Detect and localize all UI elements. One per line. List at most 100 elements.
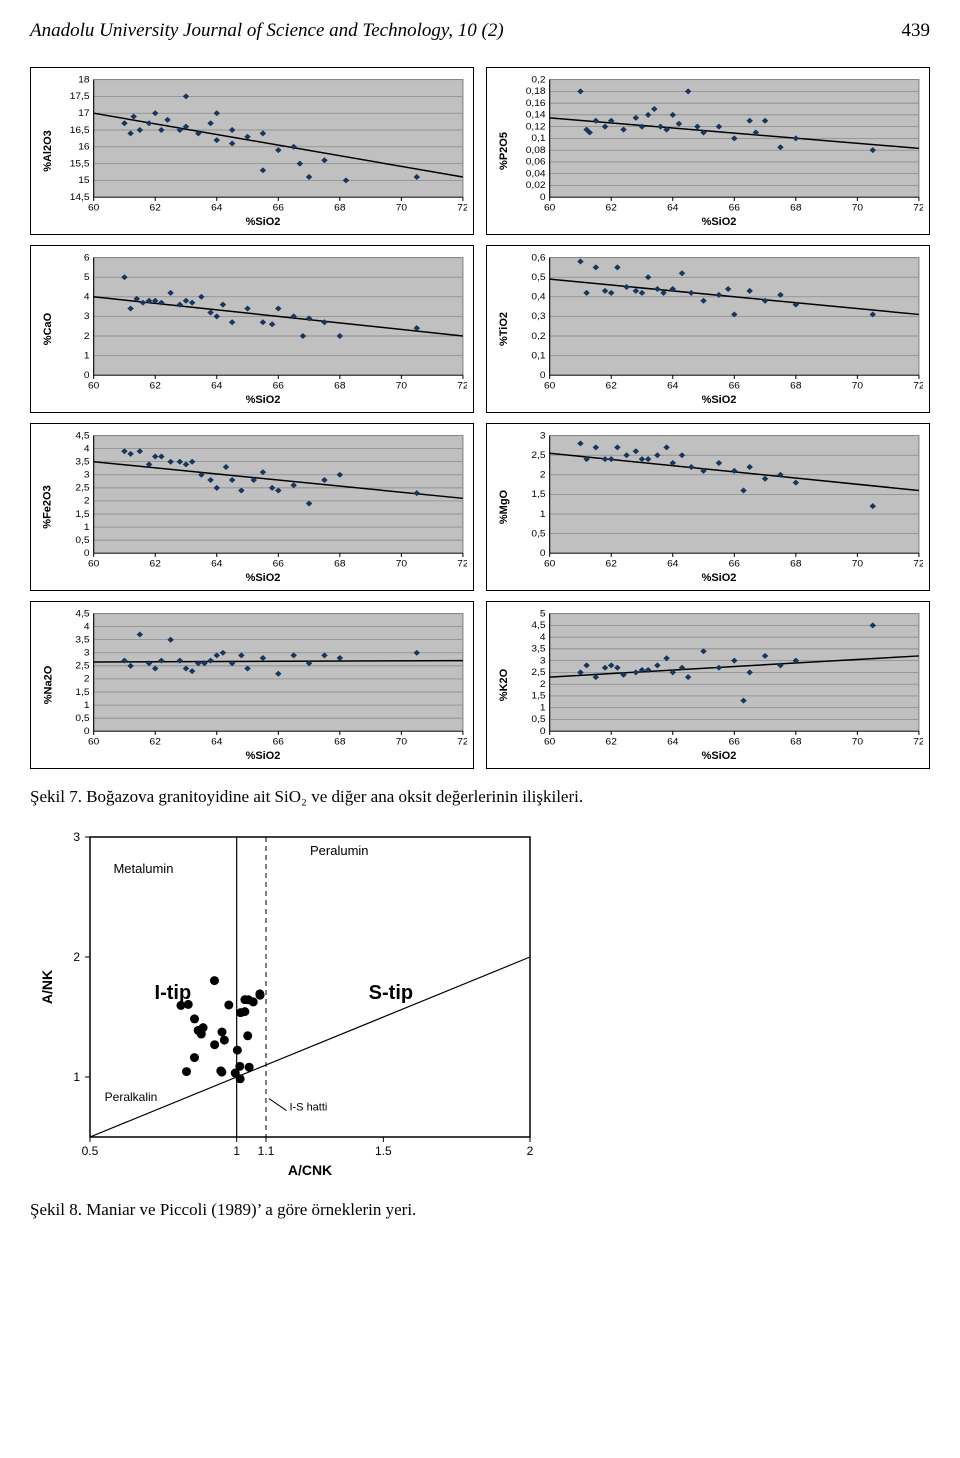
svg-text:64: 64 [667,737,679,748]
svg-text:68: 68 [334,203,345,214]
svg-text:64: 64 [211,559,223,570]
svg-text:2: 2 [527,1144,534,1158]
svg-text:0,3: 0,3 [531,312,545,323]
svg-text:Metalumin: Metalumin [113,861,173,876]
svg-text:72: 72 [913,381,923,392]
svg-text:60: 60 [88,559,100,570]
y-axis-label: %K2O [498,669,510,701]
svg-text:0,5: 0,5 [531,715,546,726]
svg-text:2: 2 [540,679,546,690]
svg-text:72: 72 [457,203,467,214]
svg-text:66: 66 [273,737,284,748]
svg-text:1: 1 [540,703,546,714]
svg-text:60: 60 [544,559,556,570]
svg-text:1: 1 [84,700,90,711]
svg-text:0,04: 0,04 [526,169,546,180]
chart-panel: %K2O00,511,522,533,544,5560626466687072%… [486,601,930,769]
chart-panel: %MgO00,511,522,5360626466687072%SiO2 [486,423,930,591]
svg-text:68: 68 [790,381,801,392]
svg-text:68: 68 [334,737,345,748]
svg-text:72: 72 [457,737,467,748]
svg-text:68: 68 [790,559,801,570]
svg-text:62: 62 [150,381,161,392]
svg-text:66: 66 [729,737,740,748]
svg-text:2: 2 [73,950,80,964]
svg-text:A/NK: A/NK [39,970,55,1004]
svg-text:3: 3 [84,648,90,659]
svg-text:2,5: 2,5 [75,661,90,672]
svg-text:0: 0 [540,726,546,737]
svg-text:5: 5 [540,609,546,620]
x-axis-label: %SiO2 [59,394,467,406]
svg-text:2,5: 2,5 [531,450,546,461]
svg-text:1,5: 1,5 [531,691,546,702]
svg-text:2: 2 [84,674,90,685]
chart-panel: %Na2O00,511,522,533,544,560626466687072%… [30,601,474,769]
svg-text:I-S hatti: I-S hatti [289,1102,327,1114]
y-axis-label: %CaO [42,313,54,345]
svg-text:60: 60 [544,203,556,214]
svg-text:70: 70 [852,381,864,392]
chart-panel: %CaO012345660626466687072%SiO2 [30,245,474,413]
svg-text:1.5: 1.5 [375,1144,392,1158]
svg-text:60: 60 [544,737,556,748]
svg-text:2: 2 [540,470,546,481]
svg-text:62: 62 [150,559,161,570]
svg-text:62: 62 [606,737,617,748]
svg-text:72: 72 [913,737,923,748]
svg-text:3: 3 [540,431,546,442]
svg-text:4: 4 [84,292,90,303]
svg-text:0: 0 [84,726,90,737]
svg-text:0.5: 0.5 [82,1144,99,1158]
chart-panel: %TiO200,10,20,30,40,50,660626466687072%S… [486,245,930,413]
svg-text:68: 68 [790,203,801,214]
svg-text:0,1: 0,1 [531,351,545,362]
svg-text:68: 68 [790,737,801,748]
svg-text:66: 66 [729,381,740,392]
svg-text:0: 0 [540,192,546,203]
x-axis-label: %SiO2 [515,572,923,584]
svg-text:70: 70 [852,559,864,570]
svg-text:S-tip: S-tip [369,982,413,1004]
svg-text:17,5: 17,5 [70,92,90,103]
svg-text:Peralkalin: Peralkalin [105,1090,158,1104]
svg-text:18: 18 [78,75,89,86]
svg-text:3,5: 3,5 [75,635,90,646]
svg-text:70: 70 [396,559,408,570]
svg-text:I-tip: I-tip [155,982,192,1004]
svg-text:60: 60 [544,381,556,392]
svg-text:4,5: 4,5 [531,621,546,632]
svg-text:0,1: 0,1 [531,134,545,145]
svg-text:72: 72 [913,559,923,570]
svg-text:0,5: 0,5 [531,529,546,540]
svg-text:4,5: 4,5 [75,609,90,620]
svg-text:2,5: 2,5 [75,483,90,494]
svg-text:4,5: 4,5 [75,431,90,442]
svg-text:72: 72 [913,203,923,214]
svg-text:66: 66 [729,203,740,214]
svg-text:60: 60 [88,737,100,748]
figure-7-caption: Şekil 7. Boğazova granitoyidine ait SiO₂… [30,787,930,807]
svg-text:0,02: 0,02 [526,181,546,192]
svg-text:0,5: 0,5 [75,713,90,724]
svg-text:0,4: 0,4 [531,292,546,303]
svg-text:4: 4 [84,622,90,633]
svg-text:64: 64 [667,381,679,392]
svg-text:62: 62 [150,203,161,214]
svg-text:0,2: 0,2 [531,75,545,86]
y-axis-label: %Fe2O3 [42,485,54,528]
svg-text:68: 68 [334,559,345,570]
svg-text:66: 66 [273,203,284,214]
svg-text:1.1: 1.1 [258,1144,275,1158]
svg-text:1: 1 [73,1070,80,1084]
svg-text:0,5: 0,5 [531,272,546,283]
svg-text:0,18: 0,18 [526,87,546,98]
svg-text:6: 6 [84,253,90,264]
chart-panel: %Al2O314,51515,51616,51717,5186062646668… [30,67,474,235]
svg-text:64: 64 [667,559,679,570]
svg-text:3: 3 [84,470,90,481]
svg-text:1: 1 [84,351,90,362]
svg-text:A/CNK: A/CNK [288,1162,332,1177]
svg-text:64: 64 [211,203,223,214]
svg-text:0,6: 0,6 [531,253,545,264]
